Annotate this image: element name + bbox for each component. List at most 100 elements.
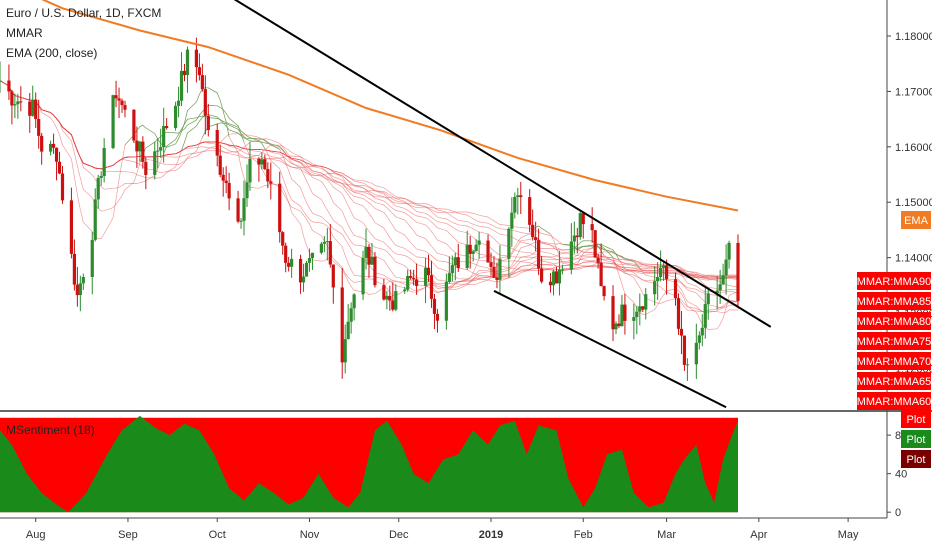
candle	[700, 314, 704, 347]
candle	[477, 231, 481, 259]
candle	[51, 133, 56, 154]
candle	[370, 243, 374, 265]
candle	[7, 64, 11, 100]
candle	[301, 263, 306, 292]
candle	[444, 273, 448, 330]
candle	[510, 197, 514, 247]
price-badge: Plot	[901, 450, 931, 468]
candle	[304, 261, 309, 277]
candle	[31, 85, 35, 117]
time-tick-label: May	[838, 529, 859, 541]
svg-text:MMAR:MMA75: MMAR:MMA75	[857, 336, 932, 348]
svg-text:MMAR:MMA65: MMAR:MMA65	[857, 376, 932, 388]
candle	[599, 243, 603, 287]
symbol-title[interactable]: Euro / U.S. Dollar, 1D, FXCM	[6, 6, 162, 20]
time-tick-label: Sep	[118, 529, 138, 541]
price-badge: EMA	[901, 211, 931, 229]
candle	[388, 285, 392, 311]
candle	[474, 239, 478, 252]
candle	[465, 230, 469, 271]
upper-trendline[interactable]	[199, 0, 772, 328]
candle	[575, 227, 579, 254]
candle	[635, 305, 639, 335]
svg-text:MMAR:MMA70: MMAR:MMA70	[857, 356, 932, 368]
candle	[697, 331, 701, 350]
candle	[352, 293, 356, 321]
price-tick-label: 1.15000	[895, 197, 932, 209]
candle	[531, 209, 535, 241]
candle	[435, 308, 440, 333]
candle	[468, 235, 472, 269]
candle	[257, 157, 261, 182]
candle	[403, 286, 407, 294]
candle	[685, 358, 690, 381]
candle	[694, 323, 698, 380]
candle	[144, 157, 148, 190]
candle	[269, 162, 273, 200]
candle	[412, 269, 416, 286]
price-badge: MMAR:MMA70	[857, 352, 932, 370]
price-tick-label: 1.14000	[895, 253, 932, 265]
candle	[203, 75, 207, 135]
candle	[426, 254, 431, 283]
candle	[298, 254, 303, 294]
svg-text:MMAR:MMA60: MMAR:MMA60	[857, 396, 932, 408]
candle	[96, 174, 100, 209]
candle	[81, 273, 85, 291]
candle	[176, 86, 181, 118]
candle	[447, 256, 451, 284]
mma-30-green-line	[202, 122, 641, 269]
candle	[281, 231, 285, 255]
mma-10-line	[0, 80, 739, 330]
candle	[48, 140, 53, 156]
candle	[664, 259, 669, 295]
candle	[123, 100, 127, 118]
candle	[93, 188, 97, 242]
candle	[135, 126, 139, 168]
candle	[394, 284, 398, 312]
candle	[132, 109, 136, 144]
price-badge: MMAR:MMA75	[857, 332, 932, 350]
candle	[641, 306, 645, 313]
candle	[287, 256, 291, 272]
candle	[75, 267, 79, 307]
sentiment-legend[interactable]: MSentiment (18)	[6, 423, 95, 437]
candle	[537, 228, 541, 276]
candle	[182, 64, 187, 82]
candle	[736, 234, 740, 309]
candle	[40, 132, 44, 165]
candle	[385, 290, 389, 310]
mmar-legend[interactable]: MMAR	[6, 26, 43, 40]
candle	[569, 223, 573, 275]
time-axis[interactable]: Aug Sep Oct Nov Dec 2019 Feb Mar Apr May	[26, 518, 859, 541]
price-badge: MMAR:MMA60	[857, 392, 932, 410]
candle	[572, 221, 576, 254]
price-candles	[0, 37, 740, 381]
candle	[242, 180, 246, 236]
candle	[528, 189, 532, 233]
candle	[162, 107, 166, 163]
ema-legend[interactable]: EMA (200, close)	[6, 46, 98, 60]
candle	[471, 249, 475, 262]
candle	[581, 212, 585, 239]
candle	[54, 147, 59, 181]
price-badge: MMAR:MMA65	[857, 372, 932, 390]
mma-15-green-line	[143, 106, 592, 253]
candle	[117, 87, 121, 119]
candle	[266, 162, 270, 189]
candle	[593, 230, 597, 258]
candle	[614, 321, 618, 335]
candle	[239, 218, 243, 229]
candle	[340, 268, 344, 379]
candle	[632, 303, 636, 340]
candle	[718, 269, 722, 304]
price-tick-label: 1.18000	[895, 31, 932, 43]
candle	[516, 187, 520, 215]
candle	[676, 293, 681, 335]
candle	[367, 244, 371, 278]
lower-trendline[interactable]	[493, 289, 727, 409]
candle	[206, 103, 210, 137]
price-badge: MMAR:MMA90	[857, 272, 931, 290]
time-tick-label: Aug	[26, 529, 46, 541]
